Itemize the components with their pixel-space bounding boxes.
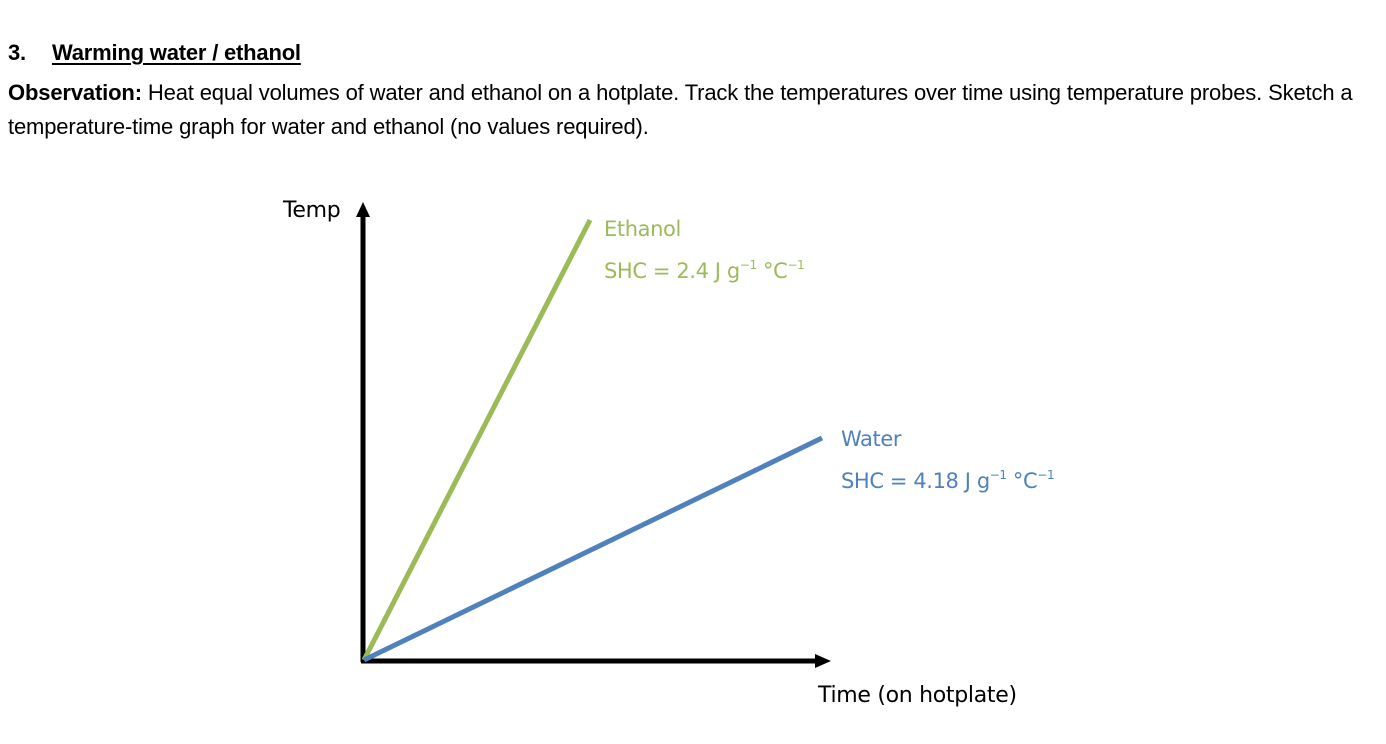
ethanol-line: [361, 218, 593, 662]
x-axis-arrow-icon: [815, 654, 831, 668]
section-number: 3.: [8, 40, 26, 65]
y-axis-label: Temp: [283, 198, 341, 223]
section-title: Warming water / ethanol: [52, 40, 301, 65]
x-axis-label: Time (on hotplate): [818, 683, 1017, 708]
ethanol-shc: SHC = 2.4 J g−1 °C−1: [604, 258, 805, 283]
water-line: [362, 435, 824, 663]
ethanol-label: Ethanol SHC = 2.4 J g−1 °C−1: [604, 211, 805, 289]
observation-paragraph: Observation: Heat equal volumes of water…: [8, 76, 1378, 144]
observation-label: Observation:: [8, 80, 142, 105]
ethanol-name: Ethanol: [604, 217, 681, 241]
water-shc: SHC = 4.18 J g−1 °C−1: [841, 468, 1055, 493]
section-heading: 3. Warming water / ethanol: [8, 40, 301, 66]
y-axis-arrow-icon: [356, 202, 370, 217]
water-name: Water: [841, 427, 902, 451]
water-label: Water SHC = 4.18 J g−1 °C−1: [841, 421, 1055, 499]
observation-text: Heat equal volumes of water and ethanol …: [8, 80, 1353, 139]
